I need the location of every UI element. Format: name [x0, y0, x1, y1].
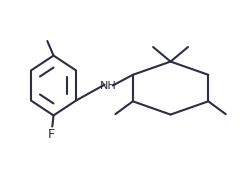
Text: F: F	[48, 128, 55, 141]
Text: NH: NH	[100, 81, 117, 91]
